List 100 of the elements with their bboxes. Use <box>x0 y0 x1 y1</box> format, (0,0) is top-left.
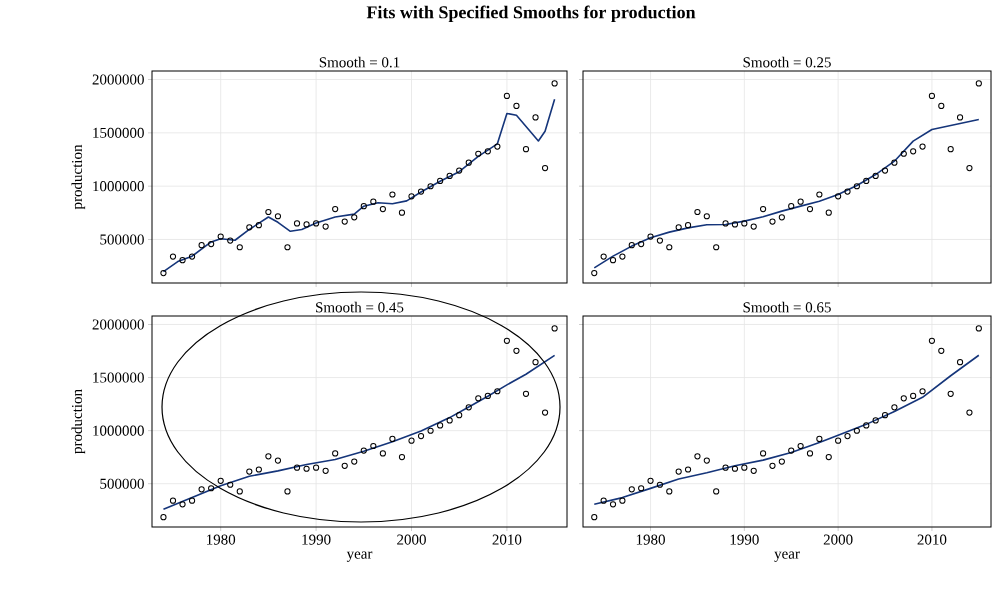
point <box>694 208 701 216</box>
point <box>891 159 898 166</box>
point <box>494 143 501 150</box>
point <box>160 269 167 277</box>
point <box>759 206 767 213</box>
x-tick-label: 1980 <box>636 534 665 545</box>
x-tick-label: 2010 <box>492 534 522 545</box>
chart-title: Fits with Specified Smooths for production <box>366 5 696 23</box>
point <box>591 269 598 277</box>
point <box>284 488 291 495</box>
point <box>778 214 785 221</box>
point <box>427 427 434 434</box>
point <box>722 220 729 227</box>
point <box>713 244 720 251</box>
point <box>638 240 645 248</box>
point <box>246 224 253 231</box>
point <box>408 437 415 444</box>
point <box>638 485 645 492</box>
point <box>188 253 196 260</box>
point <box>806 206 814 213</box>
point <box>900 150 907 157</box>
point <box>900 395 907 402</box>
point <box>619 497 626 504</box>
point <box>947 146 954 153</box>
point <box>919 388 926 395</box>
point <box>227 481 234 488</box>
point <box>741 220 748 227</box>
point <box>844 432 851 440</box>
point <box>628 486 635 493</box>
x-tick-label: 2010 <box>917 534 947 545</box>
point <box>208 485 215 492</box>
point <box>872 172 879 180</box>
point <box>379 450 386 457</box>
point <box>684 222 692 229</box>
point <box>265 453 272 460</box>
point <box>169 497 177 504</box>
point <box>313 464 320 471</box>
point <box>179 257 186 264</box>
point <box>437 422 444 429</box>
point <box>160 514 167 521</box>
point <box>806 450 814 457</box>
point <box>769 462 776 469</box>
point <box>475 395 482 402</box>
point <box>551 80 558 87</box>
point <box>844 188 851 195</box>
point <box>600 497 607 504</box>
point <box>956 359 964 366</box>
point <box>928 92 936 100</box>
point <box>666 488 673 495</box>
point <box>532 359 539 366</box>
line-series <box>162 354 556 511</box>
point <box>647 233 654 240</box>
point <box>332 206 339 213</box>
x-axis-title: year <box>774 551 800 562</box>
chart-subtitle: Smooth = 0.25 <box>743 56 831 68</box>
point <box>694 453 701 460</box>
y-tick-label: 1500000 <box>93 127 144 138</box>
point <box>731 465 739 472</box>
point <box>169 253 177 260</box>
point <box>975 325 982 332</box>
point <box>341 218 348 225</box>
point <box>503 92 511 100</box>
point <box>484 392 491 400</box>
point <box>966 164 973 172</box>
x-tick-label: 1980 <box>207 534 236 545</box>
point <box>379 206 386 213</box>
point <box>816 191 823 198</box>
point <box>788 203 795 210</box>
point <box>881 167 889 174</box>
point <box>910 148 917 155</box>
point <box>398 209 406 216</box>
point <box>722 464 729 471</box>
point <box>513 102 520 110</box>
point <box>255 222 262 229</box>
y-tick-label: 1500000 <box>93 372 144 383</box>
point <box>938 102 945 110</box>
point <box>541 409 549 416</box>
point <box>513 347 520 354</box>
point <box>465 159 472 166</box>
point <box>236 244 243 251</box>
point <box>591 514 598 521</box>
point <box>769 218 776 225</box>
point <box>675 224 682 231</box>
y-axis-title: production <box>71 389 86 454</box>
point <box>975 80 982 87</box>
y-tick-label: 1000000 <box>93 181 144 192</box>
point <box>217 477 224 484</box>
y-tick-label: 2000000 <box>92 74 144 85</box>
chart-subtitle: Smooth = 0.1 <box>319 56 400 68</box>
point <box>788 447 795 454</box>
point <box>303 221 310 228</box>
point <box>532 114 539 121</box>
point <box>825 453 832 461</box>
y-tick-label: 500000 <box>100 234 144 245</box>
point <box>284 244 291 251</box>
point <box>332 450 339 457</box>
point <box>246 468 253 475</box>
point <box>675 468 682 475</box>
point <box>628 242 635 249</box>
x-tick-label: 1990 <box>730 534 759 545</box>
